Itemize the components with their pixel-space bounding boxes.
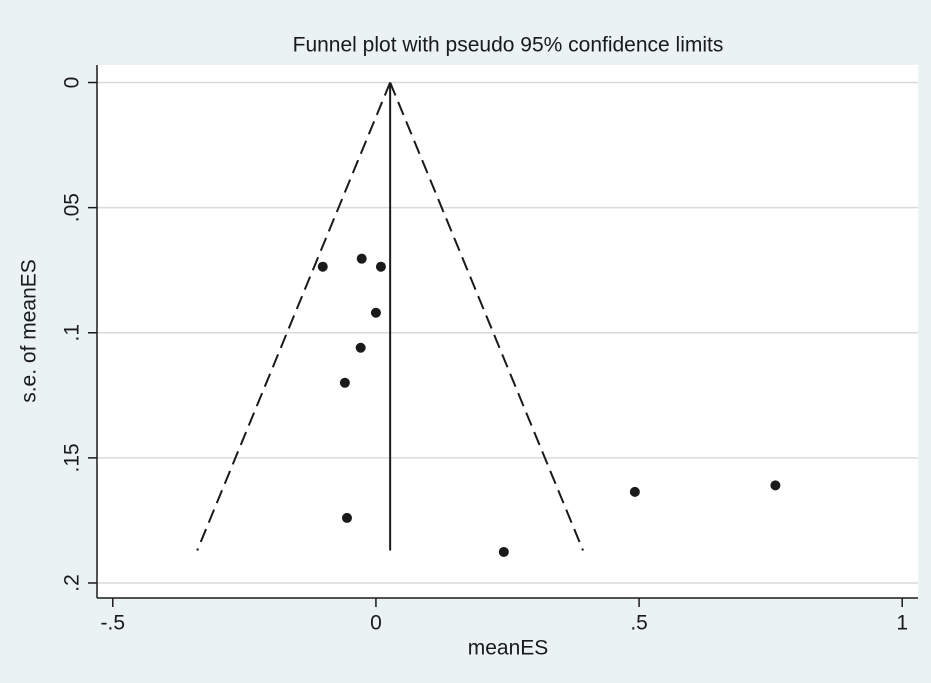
- study-point: [356, 253, 367, 264]
- study-point: [339, 377, 350, 388]
- y-axis-title: s.e. of meanES: [18, 259, 41, 403]
- chart-title: Funnel plot with pseudo 95% confidence l…: [293, 34, 724, 57]
- y-tick-label: 0: [61, 77, 84, 89]
- x-tick-label: -.5: [101, 612, 126, 635]
- study-point: [375, 261, 386, 272]
- plot-area: [97, 65, 918, 598]
- study-point: [317, 261, 328, 272]
- upper-confidence-limit: [389, 82, 584, 551]
- x-axis-title: meanES: [468, 637, 549, 660]
- y-tick-label: .2: [61, 574, 84, 592]
- study-point: [341, 512, 352, 523]
- study-point: [498, 546, 509, 557]
- y-tick-label: .1: [61, 324, 84, 342]
- y-tick-label: .05: [61, 193, 84, 222]
- x-tick-label: .5: [630, 612, 648, 635]
- lower-confidence-limit: [196, 82, 392, 551]
- study-point: [629, 486, 640, 497]
- study-point: [370, 307, 381, 318]
- study-point: [355, 342, 366, 353]
- x-tick-label: 0: [370, 612, 382, 635]
- study-point: [770, 480, 781, 491]
- y-tick-label: .15: [61, 443, 84, 472]
- x-tick-label: 1: [896, 612, 908, 635]
